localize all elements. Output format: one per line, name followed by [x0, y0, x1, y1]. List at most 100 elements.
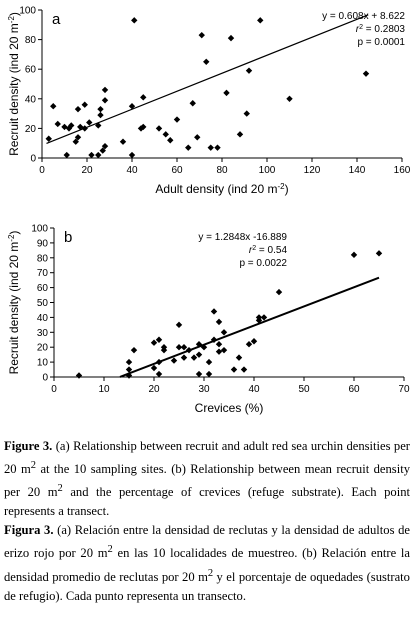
- x-tick-label: 20: [81, 165, 93, 176]
- data-point: [245, 341, 253, 348]
- y-axis-label: Recruit density (ind 20 m-2): [7, 12, 22, 156]
- x-axis-label: Adult density (ind 20 m-2): [155, 182, 288, 197]
- data-point: [257, 17, 264, 24]
- data-point: [250, 338, 258, 345]
- data-point: [215, 318, 223, 326]
- data-point: [150, 339, 158, 346]
- data-point: [95, 151, 102, 159]
- data-point: [88, 151, 95, 159]
- x-tick-label: 50: [298, 384, 310, 395]
- data-point: [130, 346, 138, 354]
- data-point: [167, 137, 174, 144]
- data-point: [155, 336, 163, 343]
- data-point: [81, 125, 88, 132]
- figure-caption: Figure 3. (a) Relationship between recru…: [4, 437, 410, 606]
- y-tick-label: 90: [37, 238, 49, 249]
- data-point: [155, 125, 163, 132]
- data-point: [50, 103, 57, 110]
- data-point: [101, 86, 109, 94]
- y-tick-label: 30: [37, 328, 49, 339]
- caption-sup: 2: [57, 483, 63, 495]
- panel-label: b: [64, 229, 72, 246]
- r-squared-label: r2 = 0.54: [249, 245, 288, 257]
- x-tick-label: 10: [98, 384, 110, 395]
- caption-spanish: Figura 3. (a) Relación entre la densidad…: [4, 521, 410, 605]
- data-point: [350, 251, 358, 259]
- data-point: [160, 344, 168, 351]
- data-point: [173, 116, 181, 123]
- y-tick-label: 100: [31, 224, 48, 235]
- x-tick-label: 0: [39, 165, 45, 176]
- y-tick-label: 60: [37, 283, 49, 294]
- data-point: [180, 354, 188, 361]
- data-point: [81, 101, 88, 108]
- data-point: [220, 329, 228, 336]
- data-point: [240, 366, 248, 373]
- caption-text: (a) Relación entre la densidad de reclut…: [4, 523, 410, 561]
- data-point: [86, 119, 93, 126]
- data-point: [162, 131, 169, 138]
- y-tick-label: 40: [25, 94, 37, 105]
- x-tick-label: 40: [126, 165, 138, 176]
- caption-text: at the 10 sampling sites. (b) Relationsh…: [4, 462, 410, 500]
- x-tick-label: 120: [304, 165, 321, 176]
- p-value-label: p = 0.0022: [239, 258, 287, 269]
- data-point: [140, 94, 147, 101]
- caption-text: y el porcentaje de oquedades (sustrato d…: [4, 569, 410, 603]
- data-point: [214, 144, 221, 151]
- data-point: [362, 70, 370, 77]
- data-point: [155, 358, 163, 366]
- y-tick-label: 20: [25, 124, 37, 135]
- data-point: [195, 370, 203, 378]
- data-point: [235, 354, 243, 361]
- data-point: [200, 344, 208, 351]
- data-point: [150, 364, 158, 372]
- data-point: [74, 134, 82, 141]
- data-point: [125, 372, 133, 379]
- data-point: [220, 346, 228, 354]
- data-point: [125, 358, 133, 366]
- data-point: [101, 97, 109, 104]
- data-point: [97, 105, 104, 113]
- data-point: [68, 122, 75, 129]
- trend-line: [46, 14, 369, 144]
- p-value-label: p = 0.0001: [357, 37, 405, 48]
- data-point: [230, 366, 238, 373]
- x-tick-label: 0: [51, 384, 57, 395]
- caption-english: Figure 3. (a) Relationship between recru…: [4, 437, 410, 521]
- data-point: [190, 354, 198, 361]
- caption-text: en las 10 localidades de muestreo. (b) R…: [4, 546, 410, 584]
- data-point: [195, 351, 203, 358]
- data-point: [236, 131, 244, 138]
- data-point: [74, 105, 82, 113]
- data-point: [210, 308, 218, 315]
- data-point: [260, 314, 268, 321]
- data-point: [223, 89, 230, 97]
- caption-text: (a) Relationship between recruit and adu…: [4, 439, 410, 477]
- data-point: [245, 67, 253, 74]
- y-tick-label: 0: [42, 373, 48, 384]
- regression-equation: y = 1.2848x -16.889: [198, 232, 287, 243]
- data-point: [180, 344, 188, 351]
- y-tick-label: 20: [37, 343, 49, 354]
- data-point: [185, 144, 192, 151]
- y-tick-label: 50: [37, 298, 49, 309]
- data-point: [128, 103, 136, 110]
- y-tick-label: 40: [37, 313, 49, 324]
- data-point: [128, 151, 136, 159]
- caption-text: and the percentage of crevices (refuge s…: [4, 485, 410, 519]
- caption-title-en: Figure 3.: [4, 439, 53, 453]
- data-point: [189, 100, 196, 107]
- x-tick-label: 60: [171, 165, 183, 176]
- data-point: [375, 250, 383, 257]
- data-point: [119, 138, 127, 145]
- caption-sup: 2: [30, 460, 37, 471]
- data-point: [243, 110, 250, 117]
- x-tick-label: 160: [394, 165, 411, 176]
- data-point: [255, 314, 263, 321]
- x-tick-label: 140: [349, 165, 366, 176]
- data-point: [203, 58, 210, 65]
- data-point: [215, 348, 223, 355]
- x-tick-label: 30: [198, 384, 210, 395]
- y-tick-label: 0: [30, 154, 36, 165]
